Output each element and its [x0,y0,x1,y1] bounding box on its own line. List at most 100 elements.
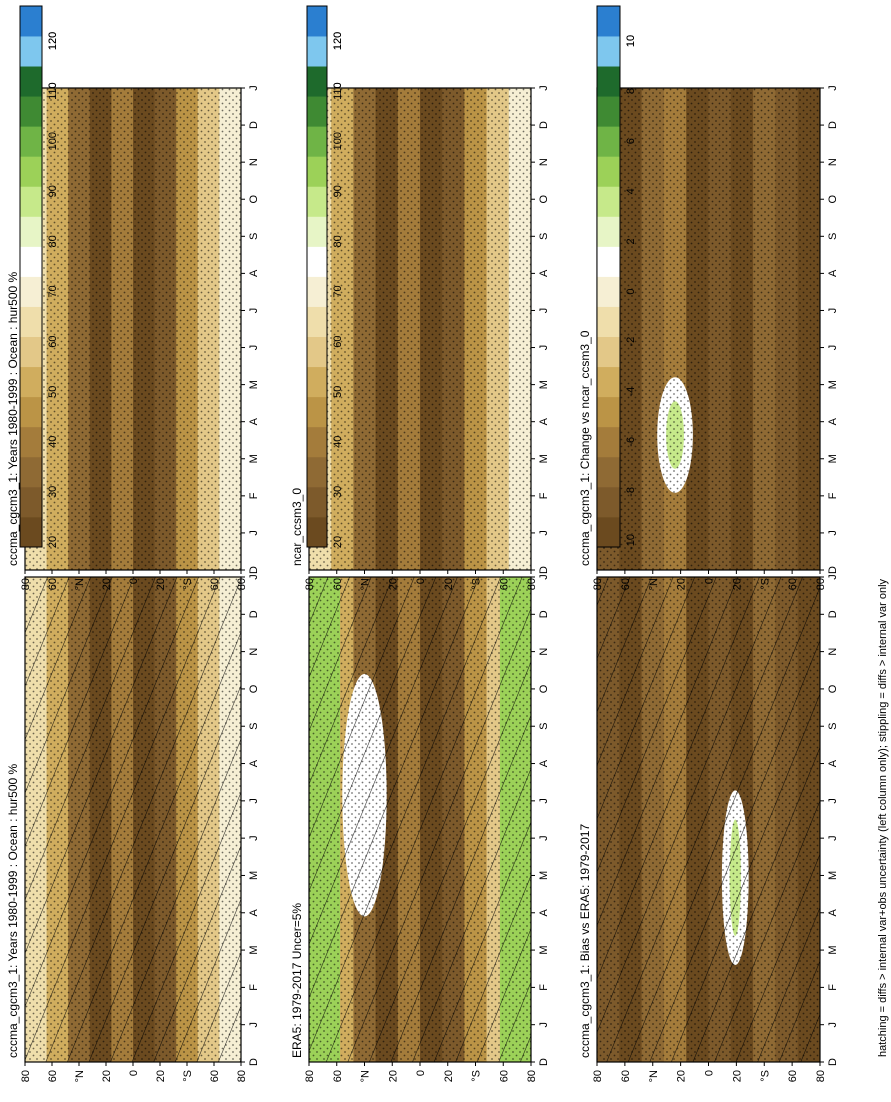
colorbar-swatch [20,6,42,37]
x-tick-label: M [827,454,839,463]
y-tick-label: 20 [443,578,455,590]
colorbar-tick-label: 80 [332,235,344,247]
x-tick-label: A [538,759,550,767]
x-tick-label: J [248,308,260,314]
y-tick-label: °N [648,1070,660,1082]
y-tick-label: 80 [304,578,316,590]
x-tick-label: J [538,1022,550,1028]
colorbar-swatch [307,276,327,307]
colorbar-swatch [20,306,42,338]
colorbar-swatch [20,156,42,187]
y-tick-label: °N [74,1070,86,1082]
colorbar-swatch [20,186,42,217]
panel-title: ERA5: 1979-2017 Uncer=5% [290,903,304,1058]
x-tick-label: O [248,195,260,204]
colorbar-tick-label: 10 [625,35,637,47]
x-tick-label: J [248,530,260,536]
colorbar-swatch [307,126,327,157]
x-tick-label: F [827,984,839,991]
y-tick-label: 20 [731,1070,743,1082]
stippling [25,88,241,570]
x-tick-label: J [248,835,260,841]
y-tick-label: °S [182,578,194,590]
colorbar-frame [596,5,621,548]
colorbar-swatch [20,456,42,488]
colorbar-swatch [20,276,42,307]
y-tick-label: 20 [155,1070,167,1082]
colorbar-tick-label: -4 [625,387,637,397]
colorbar-swatch [20,66,42,97]
x-tick-label: A [248,417,260,425]
x-tick-label: J [538,798,550,804]
colorbar-swatch [20,216,42,247]
colorbar-tick-label: 90 [47,185,59,197]
y-tick-label: 60 [787,1070,799,1082]
colorbar-tick-label: 120 [47,32,59,50]
colorbar: 10 8 6 4 2 0 -2 -4 -6 -8 -10 [596,5,637,550]
x-tick-label: N [827,648,839,656]
y-tick-label: 0 [704,1070,716,1076]
x-tick-label: M [827,945,839,954]
colorbar-swatch [20,126,42,157]
x-tick-label: D [538,610,550,618]
x-tick-label: O [538,684,550,693]
colorbar-swatch [20,336,42,368]
colorbar-tick-label: 110 [47,82,59,100]
colorbar-swatch [307,36,327,67]
y-tick-label: °S [759,578,771,590]
panel-3: ERA5: 1979-2017 Uncer=5%DJFMAMJJASONDJ80… [290,5,550,1082]
x-tick-label: S [538,233,550,240]
x-tick-label: M [827,871,839,880]
x-tick-label: M [538,380,550,389]
colorbar-swatch [597,246,620,277]
stippling [597,88,820,570]
x-tick-label: A [827,908,839,916]
footnote: hatching = diffs > internal var+obs unce… [877,578,889,1057]
y-tick-label: 20 [676,1070,688,1082]
y-tick-label: 20 [676,578,688,590]
colorbar: 120 110 100 90 80 70 60 50 40 30 20 [306,5,344,548]
colorbar-tick-label: 6 [625,138,637,144]
x-tick-label: J [538,574,550,580]
colorbar-swatch [597,426,620,458]
colorbar-swatch [307,426,327,458]
x-tick-label: D [248,566,260,574]
x-tick-label: A [538,417,550,425]
x-tick-label: J [248,345,260,351]
colorbar-tick-label: 20 [332,536,344,548]
x-tick-label: S [538,723,550,730]
colorbar-swatch [20,396,42,428]
colorbar-tick-label: 100 [332,132,344,150]
y-tick-label: 60 [209,578,221,590]
y-tick-label: 60 [47,1070,59,1082]
y-tick-label: 60 [332,578,344,590]
colorbar-swatch [307,396,327,428]
x-tick-label: J [248,574,260,580]
colorbar-frame [306,5,328,548]
colorbar-tick-label: 2 [625,238,637,244]
x-tick-label: J [827,1022,839,1028]
x-tick-label: D [248,1058,260,1066]
y-tick-label: 80 [236,578,248,590]
x-tick-label: D [827,1058,839,1066]
y-tick-label: 0 [415,578,427,584]
colorbar-tick-label: 60 [332,335,344,347]
y-tick-label: 0 [128,1070,140,1076]
colorbar-swatch [597,306,620,338]
colorbar-swatch [597,396,620,428]
y-tick-label: 80 [592,1070,604,1082]
colorbar-swatch [597,336,620,368]
colorbar-tick-label: 100 [47,132,59,150]
colorbar-tick-label: 0 [625,288,637,294]
y-tick-label: 20 [387,578,399,590]
y-tick-label: 20 [101,578,113,590]
y-tick-label: 20 [101,1070,113,1082]
y-tick-label: °N [74,578,86,590]
x-tick-label: A [248,908,260,916]
x-tick-label: O [827,684,839,693]
x-tick-label: M [248,380,260,389]
y-tick-label: 20 [731,578,743,590]
x-tick-label: J [827,798,839,804]
panel-title: cccma_cgcm3_1: Years 1980-1999 : Ocean :… [6,271,20,566]
y-tick-label: °S [471,578,483,590]
